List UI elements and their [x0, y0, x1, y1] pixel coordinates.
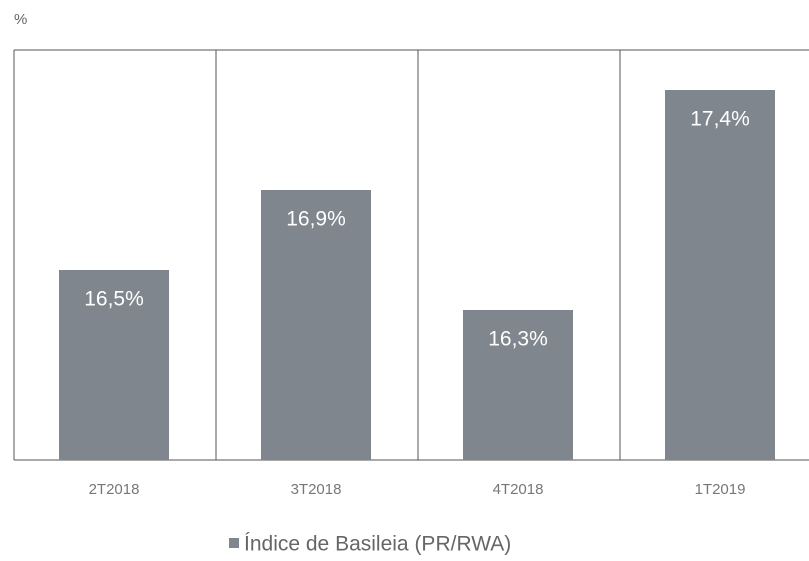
bar	[59, 270, 169, 460]
x-tick-label: 4T2018	[493, 481, 544, 498]
legend-swatch	[229, 538, 239, 548]
x-tick-label: 2T2018	[89, 481, 140, 498]
x-tick-label: 1T2019	[695, 481, 746, 498]
value-label: 16,5%	[84, 288, 144, 311]
bar	[463, 310, 573, 460]
value-label: 16,9%	[286, 208, 346, 231]
bar	[665, 90, 775, 460]
y-label: %	[14, 11, 27, 28]
x-tick-label: 3T2018	[291, 481, 342, 498]
value-label: 16,3%	[488, 328, 548, 351]
bar	[261, 190, 371, 460]
legend-label: Índice de Basileia (PR/RWA)	[244, 533, 511, 556]
value-label: 17,4%	[690, 108, 750, 131]
